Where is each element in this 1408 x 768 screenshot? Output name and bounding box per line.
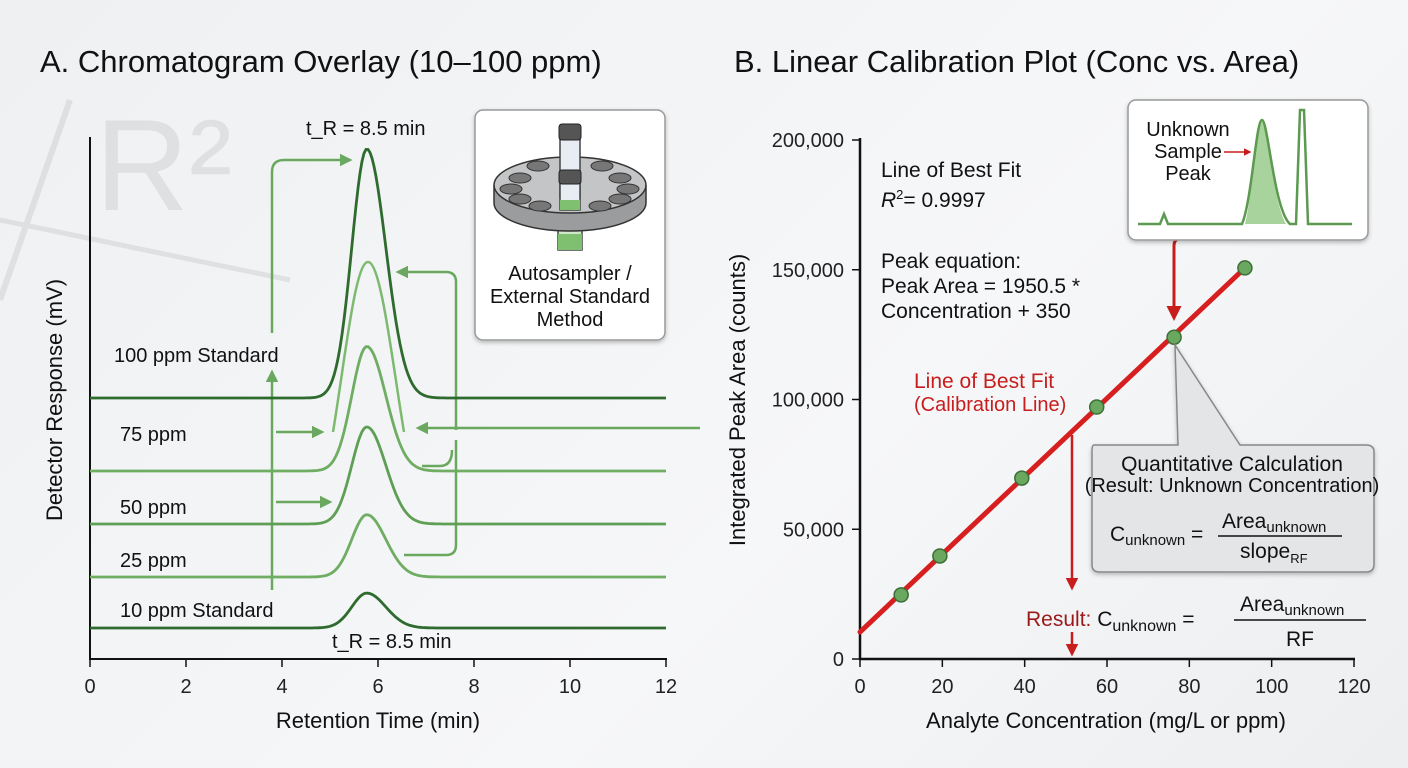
- watermark: R²: [0, 92, 291, 301]
- fit-line-sublabel: (Calibration Line): [914, 394, 1066, 416]
- trace-label-10: 10 ppm Standard: [120, 600, 273, 622]
- trace-4: [90, 591, 666, 630]
- x-tick-label: 8: [468, 676, 479, 698]
- trace-label-75: 75 ppm: [120, 424, 187, 446]
- x-tick-label: 20: [931, 676, 953, 698]
- data-point: [1166, 329, 1182, 345]
- equation-line1: Peak equation:: [881, 250, 1021, 273]
- trace-label-50: 50 ppm: [120, 497, 187, 519]
- result-lhs: Result: Cunknown =: [1026, 608, 1195, 635]
- x-tick-label: 60: [1096, 676, 1118, 698]
- retention-label-bottom: t_R = 8.5 min: [332, 631, 452, 653]
- peak-fragment: [331, 260, 406, 433]
- chart-a-title: A. Chromatogram Overlay (10–100 ppm): [40, 44, 602, 79]
- calc-subtitle: (Result: Unknown Concentration): [1085, 475, 1380, 497]
- retention-label-top: t_R = 8.5 min: [306, 118, 426, 140]
- data-point: [1088, 399, 1105, 415]
- x-tick-label: 100: [1255, 676, 1288, 698]
- x-tick-label: 4: [276, 676, 287, 698]
- data-point: [1014, 470, 1030, 486]
- chart-b-title: B. Linear Calibration Plot (Conc vs. Are…: [734, 44, 1299, 79]
- data-point: [1237, 260, 1253, 276]
- trace-2: [90, 425, 666, 526]
- trace-0: [90, 147, 666, 400]
- x-tick-label: 10: [559, 676, 581, 698]
- y-tick-label: 200,000: [772, 130, 844, 152]
- inset-label-line2: External Standard: [490, 286, 650, 308]
- calc-numerator: Areaunknown: [1222, 510, 1326, 536]
- result-denominator: RF: [1286, 628, 1314, 651]
- unknown-sample-inset: Unknown Sample Peak: [1127, 99, 1369, 241]
- y-tick-label: 150,000: [772, 260, 844, 282]
- result-numerator: Areaunknown: [1240, 593, 1344, 619]
- x-tick-label: 12: [655, 676, 677, 698]
- y-tick-label: 0: [833, 649, 844, 671]
- y-axis-label: Detector Response (mV): [42, 279, 67, 521]
- fit-line: [857, 265, 1248, 635]
- inset-label-line3: Method: [537, 309, 604, 331]
- x-tick-label: 40: [1014, 676, 1036, 698]
- x-tick-label: 0: [84, 676, 95, 698]
- trace-label-25: 25 ppm: [120, 550, 187, 572]
- inset-label-line1: Autosampler /: [508, 263, 632, 285]
- calibration-chart: 0 20 40 60 80 100 120 0 50,000 100,000 150,000 200,…: [725, 99, 1380, 733]
- svg-text:R²: R²: [95, 92, 232, 238]
- data-point: [932, 548, 948, 564]
- x-axis-label: Analyte Concentration (mg/L or ppm): [926, 708, 1286, 733]
- x-tick-label: 2: [180, 676, 191, 698]
- unknown-chromatogram: [1138, 108, 1352, 226]
- y-tick-label: 100,000: [772, 390, 844, 412]
- quantitative-calculation-callout: Quantitative Calculation (Result: Unknow…: [1085, 342, 1380, 573]
- calc-denominator: slopeRF: [1240, 540, 1308, 566]
- fit-line-label: Line of Best Fit: [914, 370, 1054, 393]
- equation-line2: Peak Area = 1950.5 *: [881, 275, 1080, 298]
- result-formula: Result: Cunknown = Areaunknown RF: [1026, 593, 1366, 651]
- x-tick-label: 80: [1178, 676, 1200, 698]
- unknown-label-line1: Unknown: [1146, 119, 1229, 141]
- flow-arrows: [265, 153, 700, 590]
- unknown-peak-area: [1245, 120, 1286, 224]
- fit-title: Line of Best Fit: [881, 159, 1021, 182]
- y-tick-label: 50,000: [783, 519, 844, 541]
- autosampler-inset: Autosampler / External Standard Method: [474, 109, 666, 341]
- unknown-label-line3: Peak: [1165, 163, 1212, 185]
- x-tick-label: 120: [1337, 676, 1370, 698]
- calc-title: Quantitative Calculation: [1121, 453, 1343, 476]
- calc-lhs: Cunknown =: [1110, 523, 1203, 549]
- chromatogram-chart: 0 2 4 6 8 10 12 Retention Time (min) Detector …: [42, 109, 700, 733]
- trace-3: [90, 513, 666, 579]
- r-squared: R2= 0.9997: [881, 187, 986, 212]
- x-tick-label: 6: [372, 676, 383, 698]
- unknown-label-line2: Sample: [1154, 141, 1222, 163]
- x-axis-label: Retention Time (min): [276, 708, 480, 733]
- equation-line3: Concentration + 350: [881, 300, 1071, 323]
- trace-label-100: 100 ppm Standard: [114, 345, 279, 367]
- y-axis-label: Integrated Peak Area (counts): [725, 254, 750, 546]
- trace-1: [90, 345, 666, 473]
- data-point: [893, 587, 909, 603]
- x-tick-label: 0: [854, 676, 865, 698]
- autosampler-icon: [493, 123, 647, 251]
